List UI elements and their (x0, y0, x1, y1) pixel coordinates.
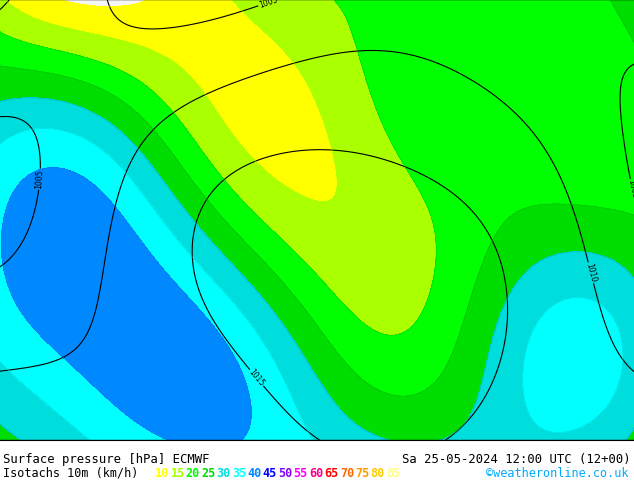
Text: 65: 65 (325, 466, 339, 480)
Text: 70: 70 (340, 466, 354, 480)
Text: Surface pressure [hPa] ECMWF: Surface pressure [hPa] ECMWF (3, 453, 209, 466)
Text: 1005: 1005 (626, 179, 634, 200)
Text: 40: 40 (247, 466, 262, 480)
Text: 35: 35 (232, 466, 246, 480)
Text: ©weatheronline.co.uk: ©weatheronline.co.uk (486, 466, 628, 480)
Text: Isotachs 10m (km/h): Isotachs 10m (km/h) (3, 466, 138, 480)
Text: 50: 50 (278, 466, 292, 480)
Text: 80: 80 (371, 466, 385, 480)
Text: Sa 25-05-2024 12:00 UTC (12+00): Sa 25-05-2024 12:00 UTC (12+00) (403, 453, 631, 466)
Text: 25: 25 (201, 466, 216, 480)
Text: 55: 55 (294, 466, 308, 480)
Text: 45: 45 (263, 466, 277, 480)
Text: 75: 75 (355, 466, 370, 480)
Text: 1005: 1005 (258, 0, 279, 10)
Text: 30: 30 (217, 466, 231, 480)
Text: 15: 15 (171, 466, 184, 480)
Text: 20: 20 (186, 466, 200, 480)
Text: 10: 10 (155, 466, 169, 480)
Text: 85: 85 (386, 466, 400, 480)
Text: 90: 90 (401, 466, 416, 480)
Text: 1010: 1010 (584, 262, 598, 283)
Text: 60: 60 (309, 466, 323, 480)
Text: 1005: 1005 (35, 170, 45, 190)
Text: 1015: 1015 (247, 368, 266, 388)
